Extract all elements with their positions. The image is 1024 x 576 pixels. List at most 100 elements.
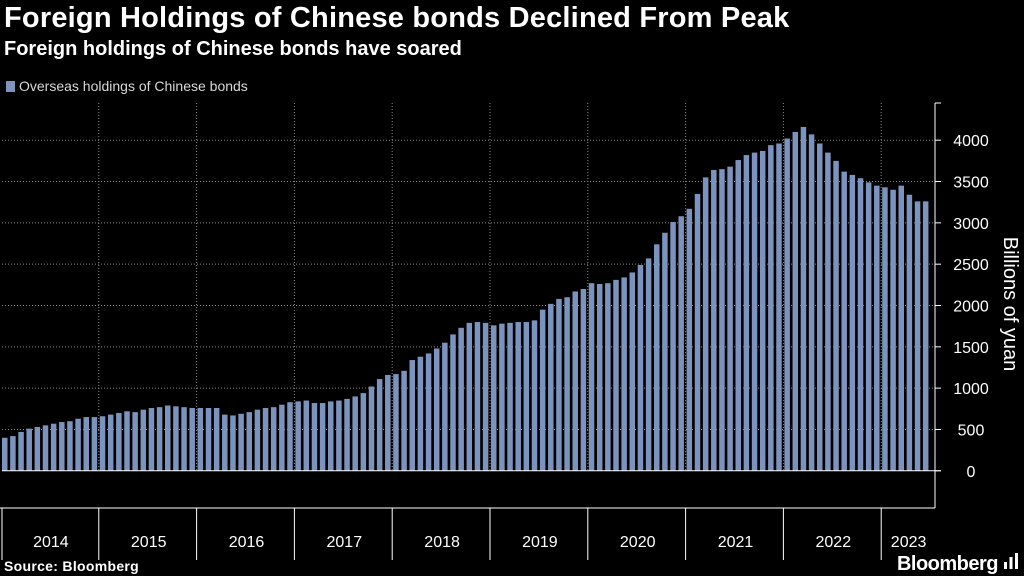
bar: [865, 182, 872, 471]
bar: [686, 208, 693, 471]
x-tick-label: 2019: [522, 534, 558, 551]
source-note: Source: Bloomberg: [4, 558, 140, 574]
bar: [83, 417, 89, 471]
bar: [499, 323, 505, 471]
bar: [751, 152, 758, 471]
bar: [825, 152, 831, 471]
bar: [515, 322, 521, 471]
bar: [694, 193, 701, 471]
bar: [637, 265, 644, 471]
bar: [173, 406, 179, 471]
bar: [401, 370, 407, 471]
bar: [230, 415, 236, 471]
bar: [116, 412, 122, 471]
bar: [205, 407, 212, 471]
legend-swatch: [6, 80, 15, 92]
bar: [621, 277, 627, 471]
bar: [629, 272, 636, 471]
bar: [450, 334, 456, 471]
x-tick-label: 2021: [718, 534, 754, 551]
bar: [303, 400, 310, 471]
legend-label: Overseas holdings of Chinese bonds: [19, 78, 248, 94]
bar: [898, 185, 904, 471]
chart-title: Foreign Holdings of Chinese bonds Declin…: [4, 2, 790, 34]
bar: [833, 160, 839, 471]
x-tick-label: 2020: [620, 534, 656, 551]
y-tick-label: 500: [958, 422, 985, 439]
x-tick-label: 2023: [891, 534, 927, 551]
bar: [352, 396, 358, 471]
bar: [670, 222, 676, 471]
bar: [433, 348, 440, 471]
y-tick-label: 3500: [953, 175, 989, 192]
y-tick-label: 1500: [953, 340, 989, 357]
y-tick-label: 2000: [953, 299, 989, 316]
bloomberg-logo: Bloomberg: [897, 552, 1020, 576]
bar: [727, 166, 733, 471]
bar: [808, 134, 815, 471]
bar: [849, 174, 856, 471]
bar: [368, 386, 375, 471]
bar: [165, 405, 171, 471]
bar: [596, 284, 603, 471]
bar: [556, 298, 562, 471]
bar: [776, 143, 782, 471]
bar: [2, 437, 8, 471]
bar: [572, 291, 578, 471]
bar: [189, 407, 195, 471]
bar: [874, 185, 880, 471]
bar: [295, 401, 301, 471]
bloomberg-mark-icon: [1002, 552, 1020, 576]
x-tick-label: 2022: [816, 534, 852, 551]
bar: [59, 422, 65, 471]
bar: [564, 297, 570, 471]
bar: [140, 409, 147, 471]
bar: [507, 322, 513, 471]
bar: [26, 428, 32, 471]
bar: [792, 131, 799, 471]
bar: [238, 413, 244, 471]
x-tick-label: 2016: [229, 534, 265, 551]
bar: [588, 283, 595, 471]
bar: [882, 187, 888, 471]
bar: [580, 288, 587, 471]
bar: [743, 155, 750, 471]
bar: [156, 407, 163, 471]
bar: [67, 421, 73, 471]
bar: [262, 407, 269, 471]
bar: [360, 393, 367, 471]
bar: [474, 322, 481, 471]
bar: [548, 303, 554, 471]
bar: [75, 418, 81, 471]
bar: [857, 178, 864, 471]
bar: [385, 374, 391, 471]
bar: [99, 416, 106, 471]
bar: [613, 279, 619, 471]
bar: [466, 322, 473, 471]
bar: [482, 322, 489, 471]
bar: [922, 201, 929, 471]
bar: [34, 427, 41, 471]
bar: [279, 404, 285, 471]
bar: [539, 309, 546, 471]
y-tick-label: 3000: [953, 216, 989, 233]
bar: [311, 403, 318, 471]
bar: [759, 150, 766, 471]
bar: [768, 145, 774, 471]
bar: [91, 417, 98, 471]
bar: [442, 342, 448, 471]
chart-subtitle: Foreign holdings of Chinese bonds have s…: [4, 38, 462, 60]
logo-text: Bloomberg: [896, 552, 999, 575]
bar: [491, 325, 497, 471]
y-tick-label: 2500: [953, 257, 989, 274]
x-tick-label: 2015: [131, 534, 167, 551]
bar: [662, 232, 668, 471]
bar: [319, 403, 326, 471]
bar: [336, 400, 342, 471]
bar: [328, 401, 334, 471]
legend: Overseas holdings of Chinese bonds: [6, 78, 248, 94]
bar: [735, 160, 741, 471]
bar: [523, 322, 530, 471]
bar: [784, 138, 790, 471]
